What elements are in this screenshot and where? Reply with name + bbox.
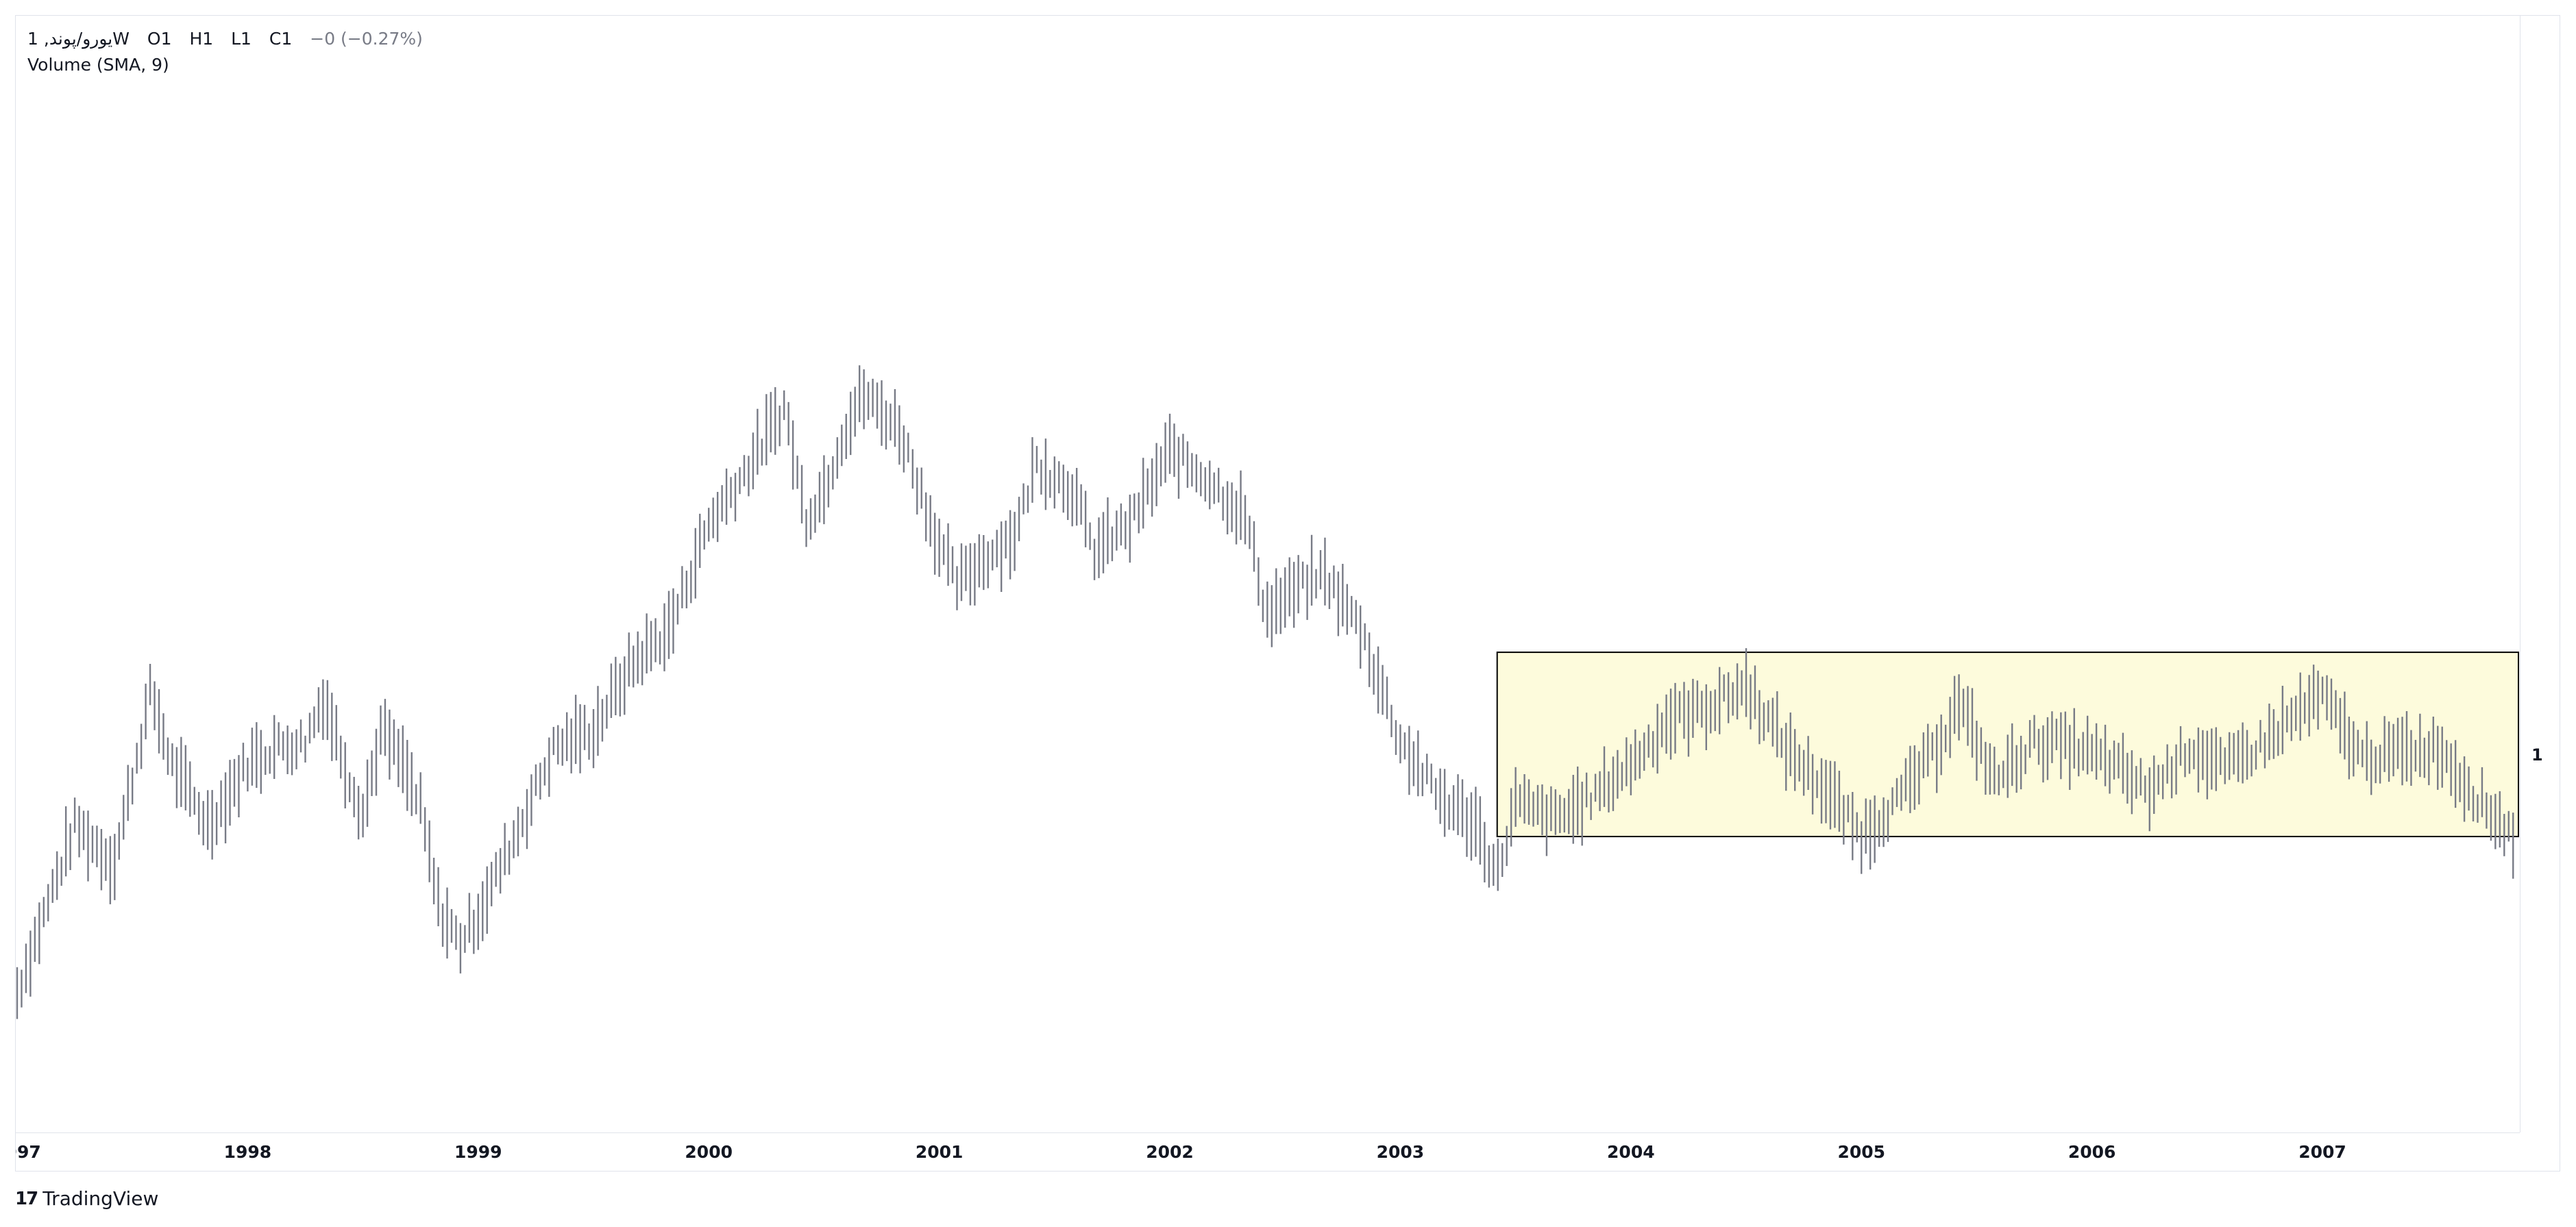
legend-low: L1 bbox=[231, 29, 252, 49]
ohlc-chart[interactable] bbox=[16, 16, 2520, 1132]
time-scale[interactable]: 1997 1998 1999 2000 2001 2002 2003 2004 2005 2006… bbox=[0, 1132, 2520, 1172]
x-tick-label: 2005 bbox=[1837, 1142, 1885, 1162]
legend-close: C1 bbox=[269, 29, 293, 49]
x-tick-label: 2006 bbox=[2068, 1142, 2116, 1162]
time-axis: 1997 1998 1999 2000 2001 2002 2003 2004 2005 2006… bbox=[0, 1142, 2346, 1162]
x-tick-label: 1998 bbox=[224, 1142, 272, 1162]
x-tick-label: 1999 bbox=[454, 1142, 502, 1162]
price-scale[interactable] bbox=[2520, 16, 2560, 1132]
x-tick-label: 2003 bbox=[1377, 1142, 1425, 1162]
legend-symbol-row: 1 ,یورو/پوندW O1 H1 L1 C1 −0 (−0.27%) bbox=[27, 26, 435, 52]
x-tick-label: 2001 bbox=[916, 1142, 964, 1162]
legend-change: −0 (−0.27%) bbox=[310, 29, 423, 49]
legend-high: H1 bbox=[189, 29, 214, 49]
x-tick-label: 2000 bbox=[685, 1142, 733, 1162]
legend-symbol[interactable]: 1 ,یورو/پوند bbox=[27, 29, 113, 49]
chart-legend: 1 ,یورو/پوندW O1 H1 L1 C1 −0 (−0.27%) Vo… bbox=[27, 26, 435, 78]
brand-name: TradingView bbox=[42, 1187, 159, 1210]
tradingview-logo-icon: 17 bbox=[15, 1188, 38, 1209]
x-tick-label: 2007 bbox=[2298, 1142, 2346, 1162]
last-price-label: 1 bbox=[2531, 745, 2543, 765]
x-tick-label: 2004 bbox=[1607, 1142, 1655, 1162]
legend-interval: W bbox=[112, 29, 130, 49]
legend-indicator-row: Volume (SMA, 9) bbox=[27, 52, 435, 78]
x-tick-label: 1997 bbox=[16, 1142, 41, 1162]
legend-indicator[interactable]: Volume (SMA, 9) bbox=[27, 55, 169, 75]
plot-area[interactable] bbox=[16, 16, 2520, 1132]
legend-open: O1 bbox=[147, 29, 172, 49]
chart-frame[interactable]: 1997 1998 1999 2000 2001 2002 2003 2004 2005 2006… bbox=[0, 15, 2560, 1172]
x-tick-label: 2002 bbox=[1146, 1142, 1194, 1162]
brand[interactable]: 17 TradingView bbox=[15, 1187, 158, 1210]
